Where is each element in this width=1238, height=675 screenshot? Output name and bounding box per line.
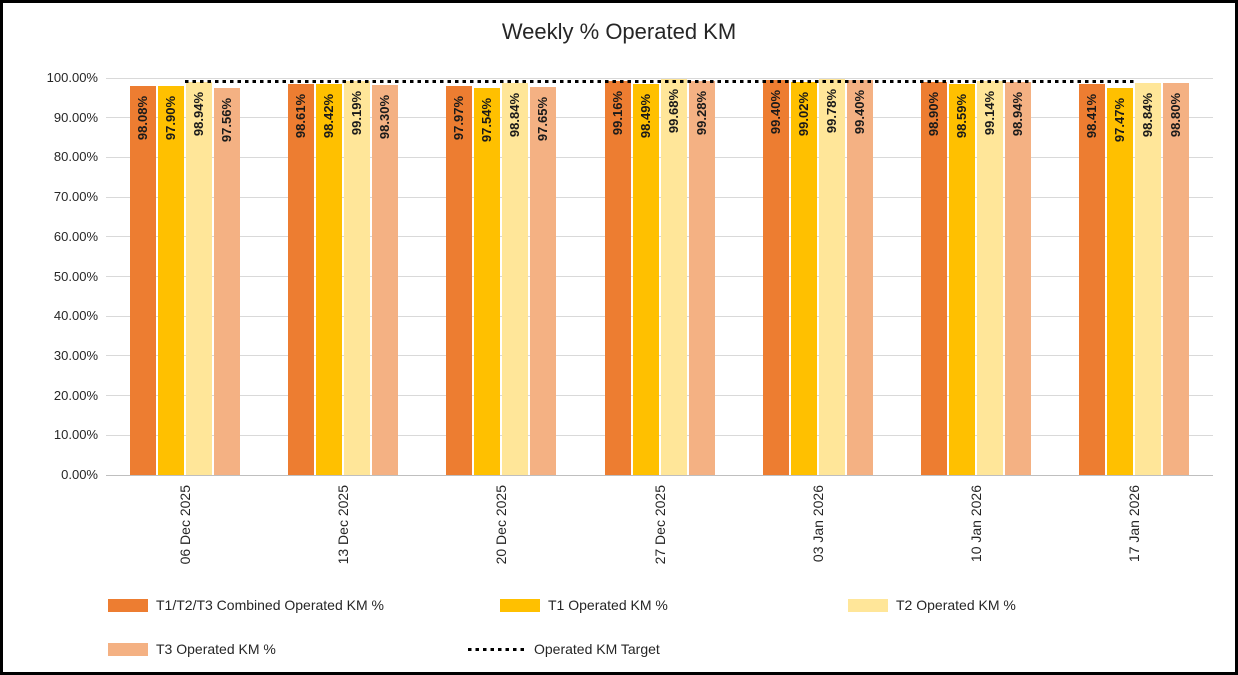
target-dotted-line-swatch <box>468 647 526 651</box>
gridline <box>106 434 1213 436</box>
bar-t2 <box>502 82 529 475</box>
chart-title: Weekly % Operated KM <box>501 19 737 44</box>
gridline <box>106 196 1213 198</box>
gridline <box>106 395 1213 397</box>
bar-t3 <box>214 87 241 475</box>
bar-t2 <box>1134 82 1161 475</box>
bar-combined <box>446 86 473 475</box>
target-line <box>185 80 1134 84</box>
x-axis-line <box>106 474 1213 476</box>
plot-area: 0.00% 10.00% 20.00% 30.00% 40.00% 50.00% 60.00… <box>3 3 1235 672</box>
bar-t1 <box>632 83 659 475</box>
bar-t2 <box>344 81 371 475</box>
legend-item-combined: T1/T2/T3 Combined Operated KM % <box>108 596 384 614</box>
legend: T1/T2/T3 Combined Operated KM % T1 Operat… <box>3 3 1235 672</box>
bar-t2 <box>976 81 1003 475</box>
gridline <box>106 276 1213 277</box>
y-axis-tick-label: 90.00% <box>53 109 98 125</box>
series-color-swatch <box>848 598 888 612</box>
y-axis-tick-label: 10.00% <box>53 427 98 443</box>
legend-label: T1 Operated KM % <box>548 597 668 613</box>
gridline <box>106 355 1213 357</box>
bar-combined <box>130 85 157 475</box>
legend-item-t2: T2 Operated KM % <box>848 596 1016 614</box>
y-axis-tick-label: 50.00% <box>53 268 98 284</box>
y-axis-tick-label: 40.00% <box>53 308 98 324</box>
bar-t1 <box>316 84 343 475</box>
gridline <box>106 315 1213 317</box>
series-color-swatch <box>108 598 148 612</box>
bar-t3 <box>688 80 715 475</box>
y-axis-tick-label: 30.00% <box>53 347 98 363</box>
bar-combined <box>1078 84 1105 475</box>
bar-t1 <box>474 87 501 475</box>
bar-t3 <box>1162 82 1189 475</box>
bar-t3 <box>530 87 557 475</box>
bar-t3 <box>846 80 873 475</box>
bar-t1 <box>948 83 975 475</box>
y-axis-tick-label: 70.00% <box>53 189 98 205</box>
bar-t1 <box>790 81 817 475</box>
y-axis-tick-label: 60.00% <box>53 228 98 244</box>
legend-label: Operated KM Target <box>534 641 660 657</box>
gridline <box>106 156 1213 158</box>
bar-combined <box>762 80 789 475</box>
bar-combined <box>920 82 947 475</box>
gridline <box>106 236 1213 238</box>
y-axis-tick-label: 20.00% <box>53 387 98 403</box>
legend-label: T2 Operated KM % <box>896 597 1016 613</box>
series-color-swatch <box>108 642 148 656</box>
legend-label: T1/T2/T3 Combined Operated KM % <box>156 597 384 613</box>
y-axis-tick-label: 80.00% <box>53 149 98 165</box>
legend-item-t1: T1 Operated KM % <box>500 596 668 614</box>
bar-t2 <box>818 78 845 475</box>
gridline <box>106 117 1213 119</box>
gridline <box>106 77 1213 79</box>
legend-item-target: Operated KM Target <box>468 640 660 658</box>
legend-label: T3 Operated KM % <box>156 641 276 657</box>
bar-t2 <box>660 79 687 475</box>
bar-t1 <box>158 86 185 475</box>
bar-combined <box>288 83 315 475</box>
series-color-swatch <box>500 598 540 612</box>
legend-item-t3: T3 Operated KM % <box>108 640 276 658</box>
y-axis-tick-label: 0.00% <box>61 467 98 482</box>
bar-combined <box>604 81 631 475</box>
bar-t3 <box>372 84 399 475</box>
y-axis-tick-label: 100.00% <box>46 70 98 85</box>
bar-t3 <box>1004 82 1031 475</box>
bar-t2 <box>186 82 213 475</box>
bar-t1 <box>1106 88 1133 475</box>
